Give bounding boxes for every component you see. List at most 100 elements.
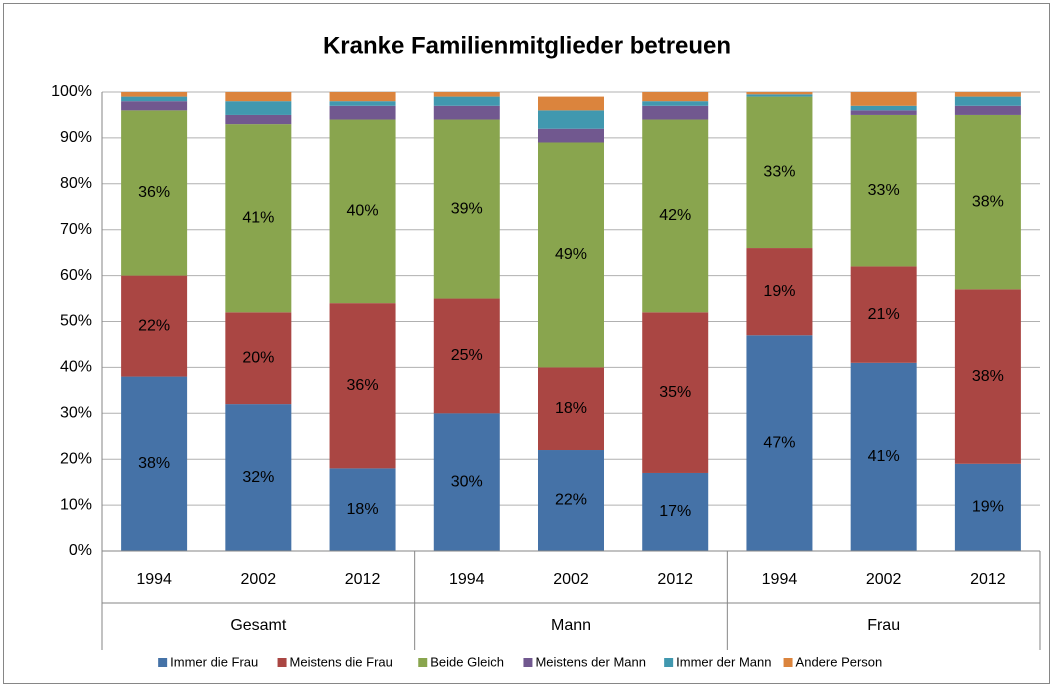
x-tick-label: 1994 [136,571,172,588]
bar-segment [121,376,188,551]
x-tick-label: 2002 [241,571,277,588]
y-tick-label: 20% [60,450,92,467]
bar-segment [329,119,396,304]
data-label: 21% [868,306,900,323]
bar-segment [121,92,188,97]
bar-segment [954,289,1021,464]
data-label: 33% [763,164,795,181]
x-tick-label: 2002 [553,571,589,588]
data-label: 18% [555,400,587,417]
y-tick-label: 60% [60,267,92,284]
bar-segment [850,92,917,106]
data-label: 49% [555,246,587,263]
bar-segment [538,96,604,111]
data-label: 19% [763,283,795,300]
legend-swatch [158,658,168,667]
legend-swatch [523,658,533,667]
y-tick-label: 80% [60,175,92,192]
bar-segment [642,105,709,120]
bar-segment [746,335,813,551]
bar-segment [433,105,500,120]
bar-segment [746,248,813,336]
bar-segment [850,114,917,267]
data-label: 32% [242,469,274,486]
data-label: 38% [972,193,1004,210]
bar-segment [642,101,709,106]
data-label: 22% [555,492,587,509]
bar-segment [329,303,396,469]
bar-segment [954,96,1021,106]
bar-segment [225,101,292,115]
bar-segment [121,275,188,377]
legend-label: Meistens die Frau [290,654,393,669]
x-tick-label: 1994 [762,571,798,588]
bar-segment [121,101,188,111]
bar-segment [850,105,917,111]
data-label: 30% [451,473,483,490]
data-label: 19% [972,499,1004,516]
bar-segment [225,92,292,102]
bar-segment [746,94,813,97]
data-label: 36% [138,184,170,201]
bar-segment [850,362,917,551]
chart-title: Kranke Familienmitglieder betreuen [323,32,731,59]
bar-segment [433,298,500,414]
bar-segment [225,124,292,313]
bar-segment [329,92,396,102]
data-label: 22% [138,317,170,334]
bar-segment [329,468,396,551]
bar-segment [642,312,709,473]
data-label: 38% [138,455,170,472]
bar-segment [954,92,1021,97]
data-label: 41% [868,448,900,465]
bar-segment [954,105,1021,115]
bar-segment [538,110,604,129]
bar-segment [225,404,292,551]
bar-segment [954,114,1021,290]
legend-label: Immer die Frau [170,654,258,669]
bar-segment [954,463,1021,551]
data-label: 39% [451,200,483,217]
data-label: 47% [763,434,795,451]
x-tick-label: 1994 [449,571,485,588]
y-tick-label: 100% [51,83,92,100]
group-label: Gesamt [230,617,287,634]
bar-segment [225,312,292,405]
y-tick-label: 30% [60,405,92,422]
bar-segment [433,119,500,299]
y-tick-label: 40% [60,359,92,376]
y-tick-label: 0% [69,542,92,559]
bar-segment [642,92,709,102]
legend-label: Beide Gleich [430,654,504,669]
y-tick-label: 50% [60,313,92,330]
bar-segment [538,142,604,368]
data-label: 42% [659,207,691,224]
legend-swatch [664,658,674,667]
data-label: 18% [347,501,379,518]
x-tick-label: 2002 [866,571,902,588]
bar-segment [329,101,396,106]
data-label: 35% [659,384,691,401]
x-tick-label: 2012 [345,571,381,588]
data-label: 38% [972,368,1004,385]
bar-segment [850,110,917,115]
legend-swatch [783,658,793,667]
data-label: 25% [451,347,483,364]
legend-label: Immer der Mann [676,654,771,669]
y-tick-label: 10% [60,496,92,513]
legend-swatch [418,658,428,667]
bar-segment [433,413,500,551]
data-label: 33% [868,182,900,199]
bar-segment [642,472,709,551]
x-tick-label: 2012 [657,571,693,588]
bar-segment [433,96,500,106]
group-label: Frau [867,617,900,634]
x-tick-label: 2012 [970,571,1006,588]
data-label: 41% [242,209,274,226]
bar-segment [642,119,709,313]
data-label: 20% [242,349,274,366]
legend-label: Meistens der Mann [535,654,646,669]
group-label: Mann [551,617,591,634]
data-label: 36% [347,377,379,394]
